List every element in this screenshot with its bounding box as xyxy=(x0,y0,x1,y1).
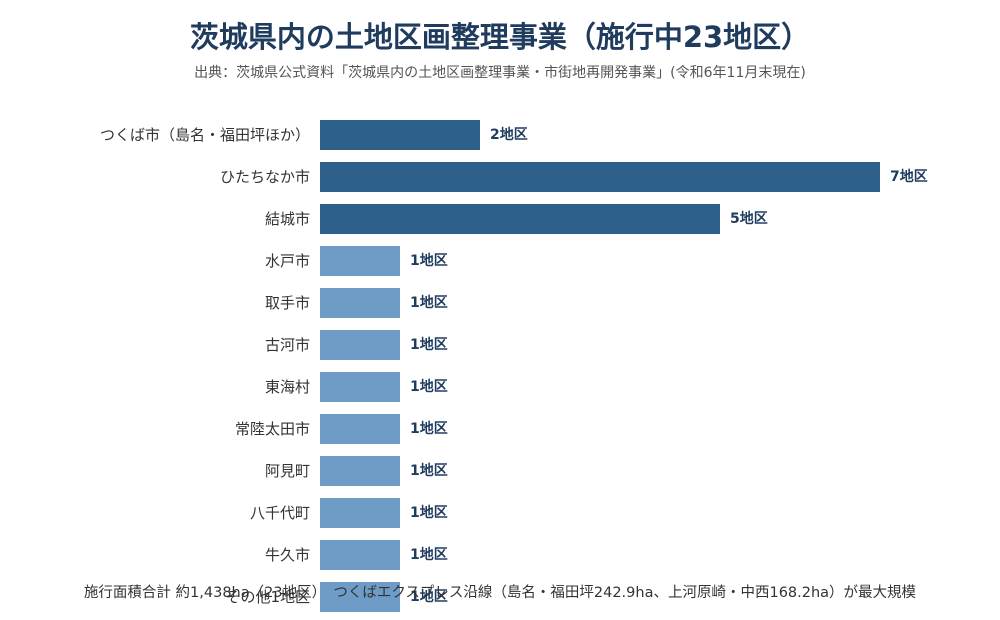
category-label: つくば市（島名・福田坪ほか） xyxy=(100,126,310,144)
bar xyxy=(320,372,400,402)
value-label: 1地区 xyxy=(410,336,448,353)
bar xyxy=(320,120,480,150)
category-label: 常陸太田市 xyxy=(235,420,310,438)
bar xyxy=(320,456,400,486)
value-label: 1地区 xyxy=(410,504,448,521)
category-label: その他1地区 xyxy=(225,588,310,606)
chart-title: 茨城県内の土地区画整理事業（施行中23地区） xyxy=(189,20,811,54)
value-label: 7地区 xyxy=(890,168,928,185)
category-label: 阿見町 xyxy=(265,462,310,480)
value-label: 1地区 xyxy=(410,294,448,311)
category-label: 八千代町 xyxy=(250,504,310,522)
bar xyxy=(320,246,400,276)
value-label: 1地区 xyxy=(410,420,448,437)
chart-footnote: 施行面積合計 約1,438ha（23地区） つくばエクスプレス沿線（島名・福田坪… xyxy=(83,585,917,601)
value-label: 1地区 xyxy=(410,252,448,269)
category-label: 牛久市 xyxy=(265,546,310,564)
value-label: 1地区 xyxy=(410,378,448,395)
category-label: 水戸市 xyxy=(265,252,310,270)
bar xyxy=(320,162,880,192)
bar xyxy=(320,330,400,360)
value-label: 5地区 xyxy=(730,210,768,227)
bar xyxy=(320,540,400,570)
bar xyxy=(320,204,720,234)
value-label: 2地区 xyxy=(490,126,528,143)
chart-subtitle: 出典：茨城県公式資料「茨城県内の土地区画整理事業・市街地再開発事業」(令和6年1… xyxy=(194,65,806,81)
category-label: 東海村 xyxy=(265,378,310,396)
category-label: 結城市 xyxy=(265,210,310,228)
category-label: 古河市 xyxy=(265,336,310,354)
category-label: 取手市 xyxy=(265,294,310,312)
bar xyxy=(320,498,400,528)
bar xyxy=(320,414,400,444)
bar xyxy=(320,288,400,318)
bar xyxy=(320,582,400,612)
value-label: 1地区 xyxy=(410,462,448,479)
value-label: 1地区 xyxy=(410,588,448,605)
category-label: ひたちなか市 xyxy=(220,168,310,186)
value-label: 1地区 xyxy=(410,546,448,563)
